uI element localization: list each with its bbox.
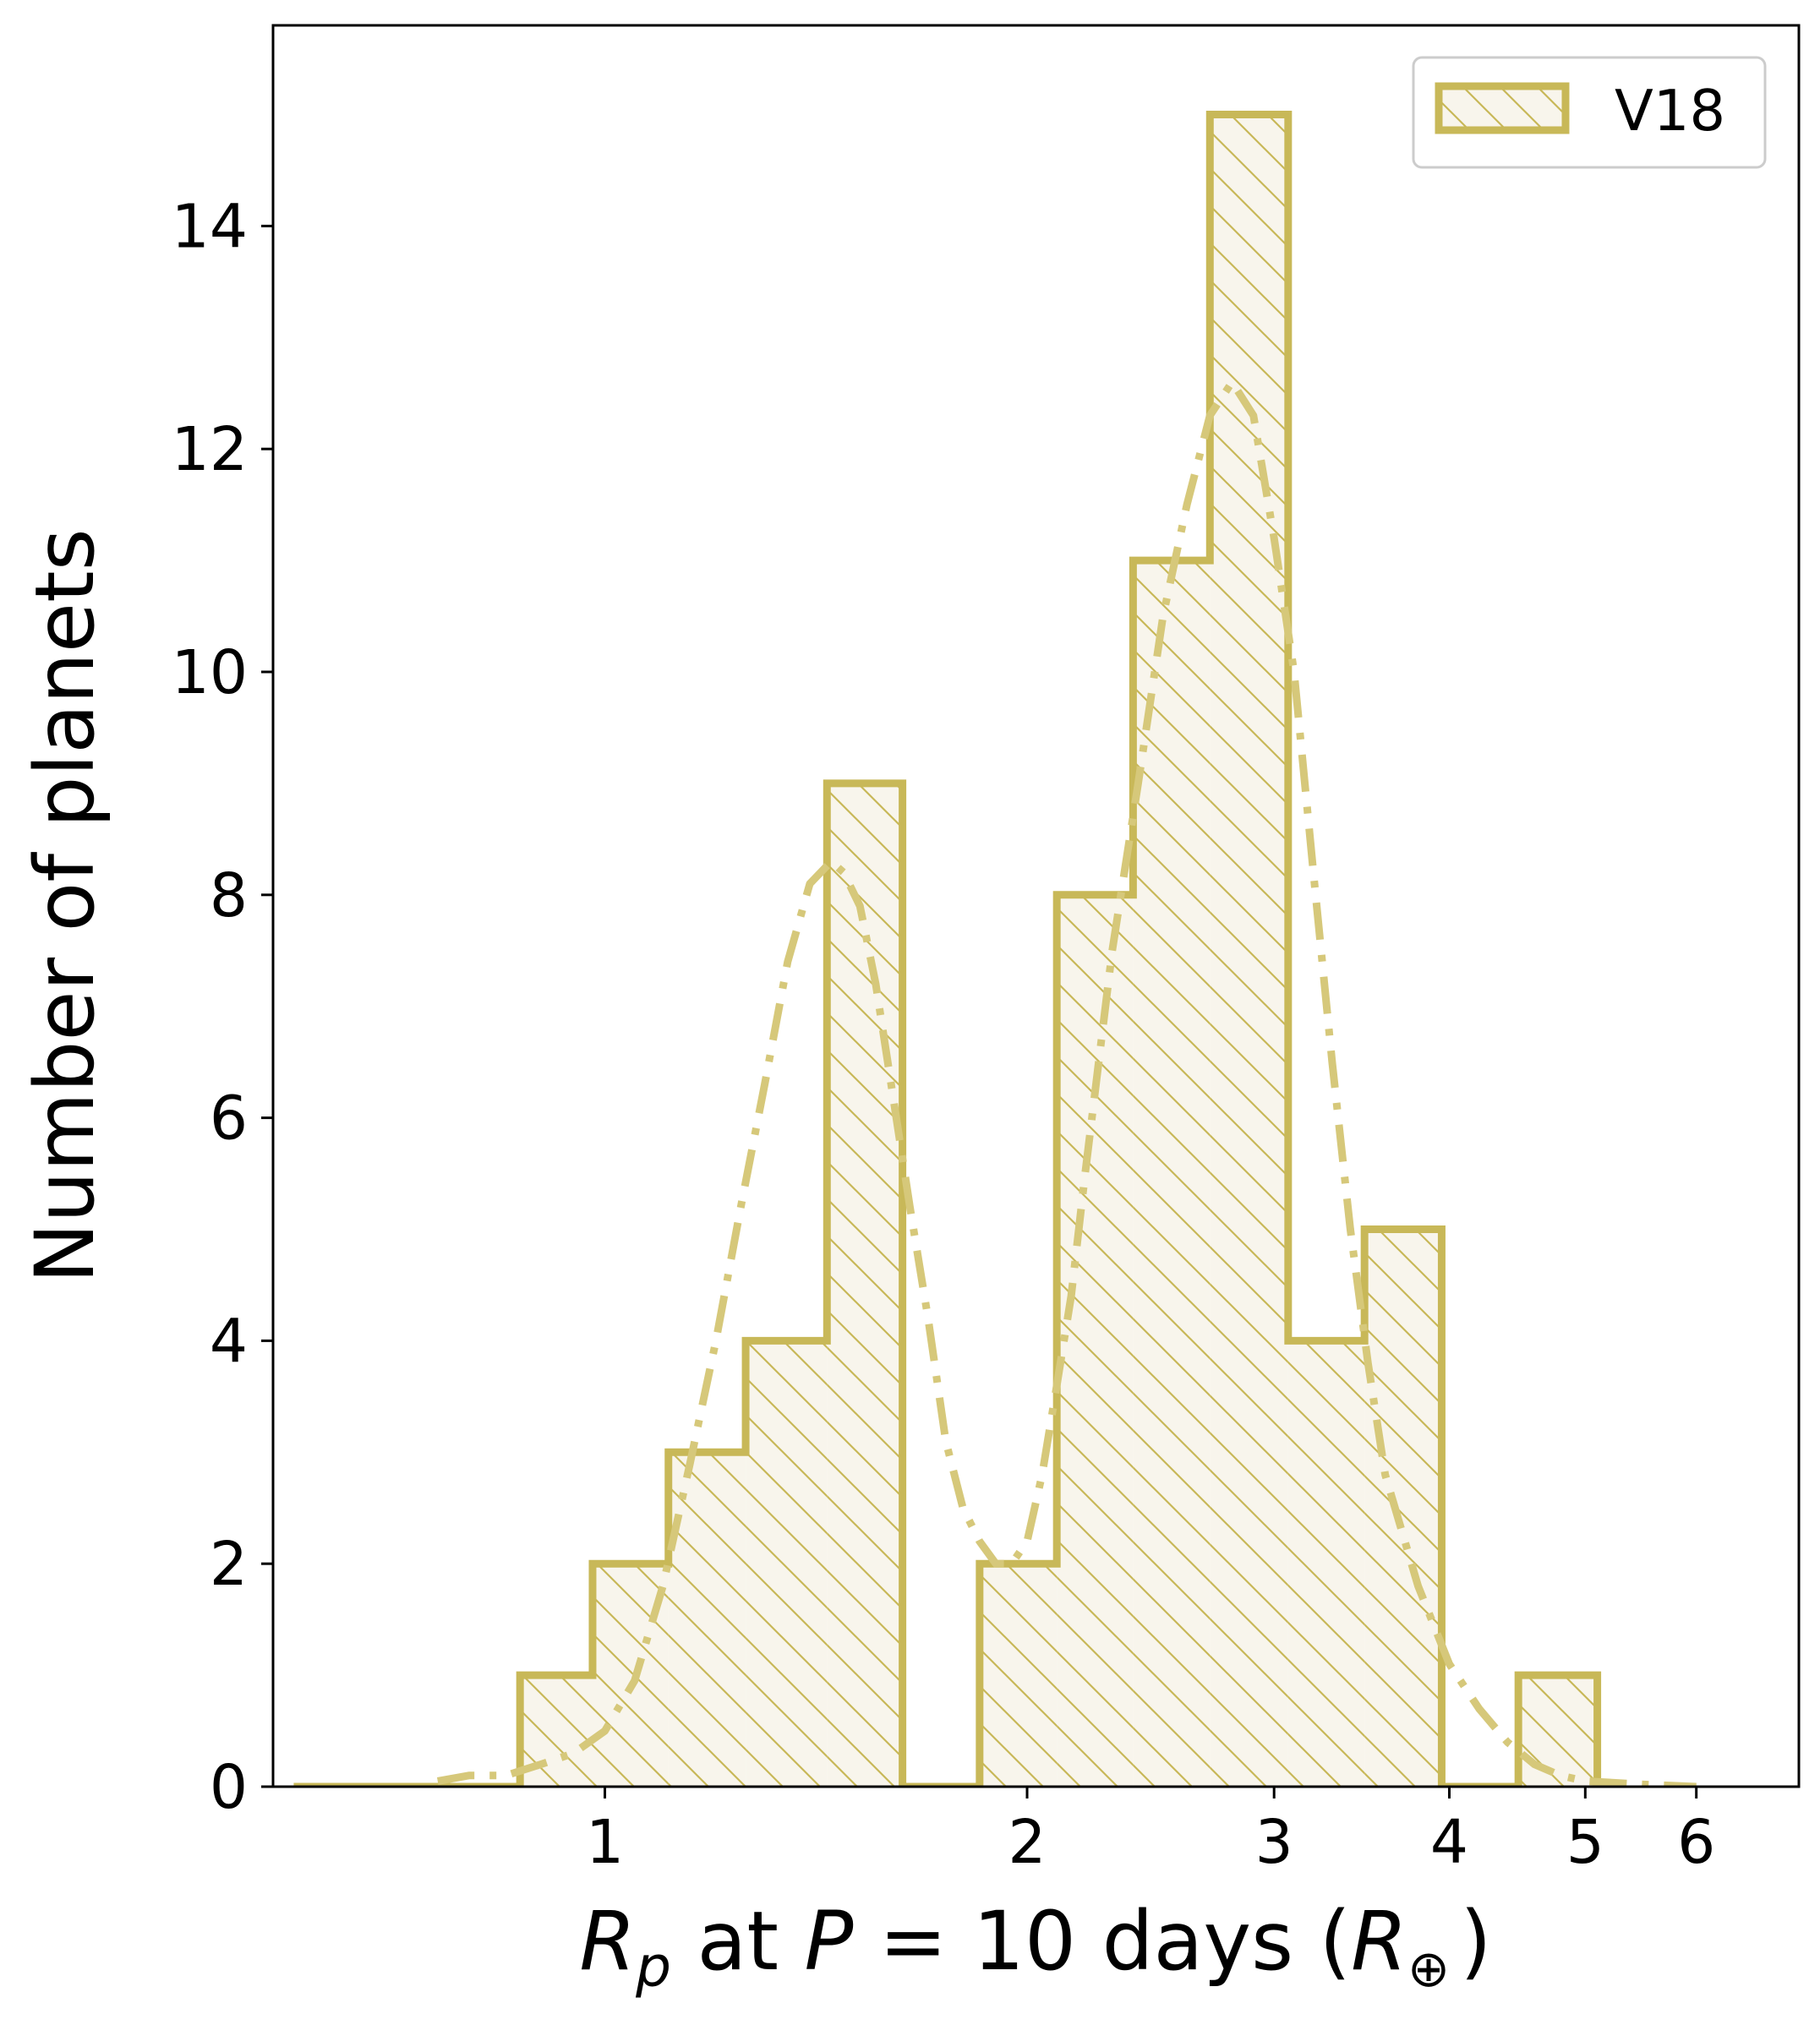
x-tick-label: 6 <box>1677 1807 1715 1877</box>
y-tick-label: 2 <box>210 1529 248 1599</box>
legend-label-v18: V18 <box>1615 78 1725 144</box>
fit-curve <box>436 378 1697 1787</box>
x-tick-label: 5 <box>1566 1807 1604 1877</box>
histogram-bar <box>1210 114 1288 1787</box>
y-tick-label: 4 <box>210 1306 248 1376</box>
y-tick-label: 12 <box>172 414 248 484</box>
axes-frame <box>271 24 1801 1788</box>
histogram-bar <box>1518 1675 1598 1787</box>
y-tick-label: 14 <box>172 191 248 261</box>
histogram-bar <box>1364 1229 1442 1787</box>
x-tick-label: 1 <box>586 1807 624 1877</box>
histogram-bar <box>827 783 903 1787</box>
legend: V18 <box>1412 56 1767 169</box>
x-axis-label: Rp at P = 10 days (R⊕) <box>579 1894 1491 2000</box>
histogram-bar <box>668 1452 746 1787</box>
legend-swatch-v18 <box>1435 82 1570 134</box>
y-axis-label: Number of planets <box>18 528 112 1283</box>
histogram-bar <box>1057 894 1134 1787</box>
x-axis-ticks: 1 2 3 4 5 6 <box>586 1787 1715 1877</box>
x-tick-label: 4 <box>1430 1807 1468 1877</box>
x-tick-label: 3 <box>1255 1807 1293 1877</box>
y-tick-label: 0 <box>210 1752 248 1822</box>
y-axis-ticks: 0 2 4 6 8 10 12 14 <box>172 191 273 1822</box>
y-tick-label: 6 <box>210 1083 248 1154</box>
plot-area <box>293 111 1697 1787</box>
histogram-bar <box>1287 1340 1365 1787</box>
y-tick-label: 8 <box>210 860 248 931</box>
y-tick-label: 10 <box>172 637 248 707</box>
histogram-bar <box>746 1340 828 1787</box>
histogram-bar <box>1133 560 1211 1787</box>
histogram-bar <box>979 1564 1058 1787</box>
x-tick-label: 2 <box>1008 1807 1046 1877</box>
histogram-outline <box>293 111 1602 1787</box>
